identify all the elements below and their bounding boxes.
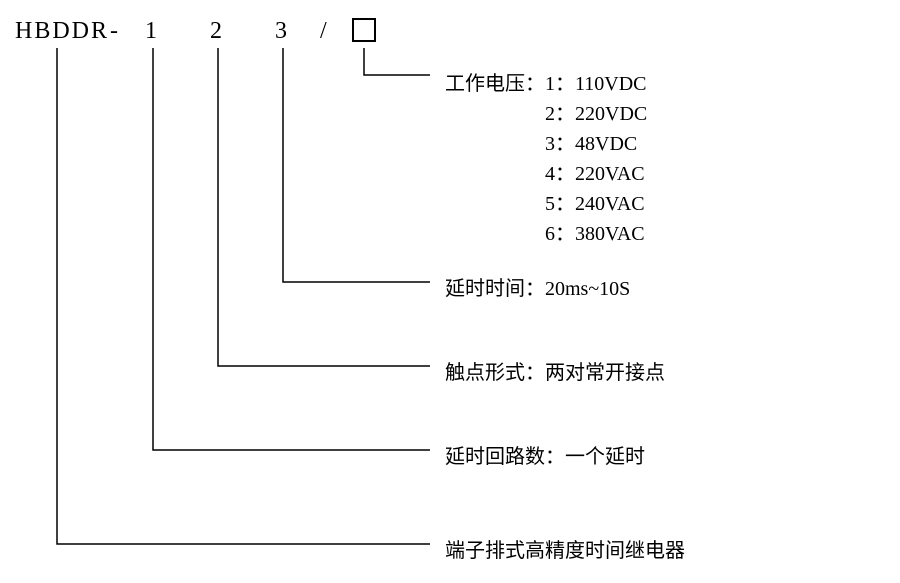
desc-voltage-opt-6: 6：380VAC — [545, 217, 645, 246]
desc-delay-time-value: 20ms~10S — [545, 278, 630, 300]
desc-delay-time-label: 延时时间： — [445, 278, 545, 300]
desc-contact-form: 触点形式：两对常开接点 — [445, 356, 665, 385]
desc-voltage-label: 工作电压：1：110VDC — [445, 67, 646, 96]
desc-voltage-first: 1：110VDC — [545, 73, 646, 95]
desc-circuit-count-value: 一个延时 — [565, 446, 645, 468]
desc-voltage-opt-3: 3：48VDC — [545, 127, 637, 156]
desc-voltage-opt-2: 2：220VDC — [545, 97, 647, 126]
desc-circuit-count: 延时回路数：一个延时 — [445, 440, 645, 469]
desc-product-name: 端子排式高精度时间继电器 — [445, 534, 685, 563]
desc-product-name-text: 端子排式高精度时间继电器 — [445, 540, 685, 562]
desc-voltage-opt-4: 4：220VAC — [545, 157, 645, 186]
desc-delay-time: 延时时间：20ms~10S — [445, 272, 630, 301]
desc-contact-form-label: 触点形式： — [445, 362, 545, 384]
desc-voltage-opt-5: 5：240VAC — [545, 187, 645, 216]
desc-voltage-label-text: 工作电压： — [445, 73, 545, 95]
desc-circuit-count-label: 延时回路数： — [445, 446, 565, 468]
desc-contact-form-value: 两对常开接点 — [545, 362, 665, 384]
